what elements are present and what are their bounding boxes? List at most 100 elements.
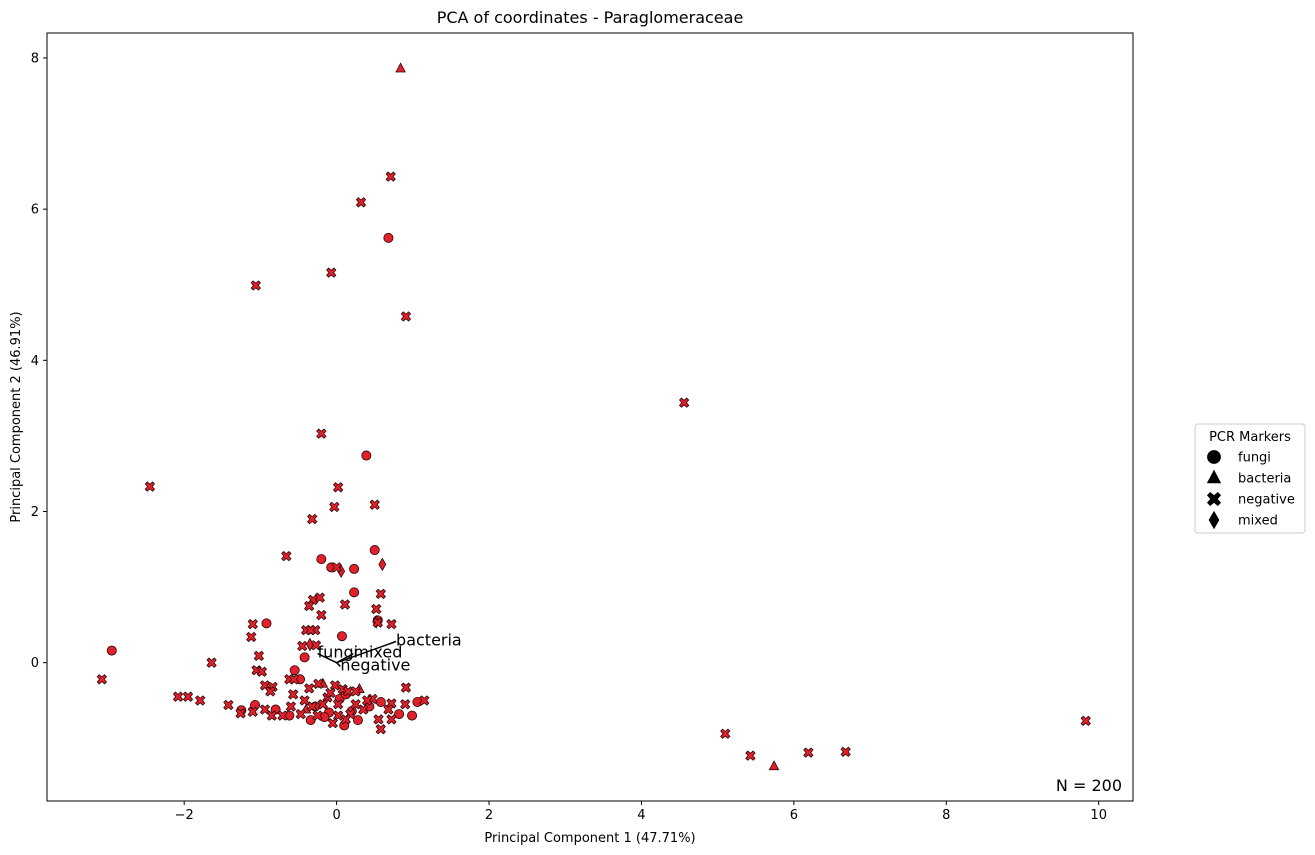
data-point-x xyxy=(246,631,257,643)
data-point-x xyxy=(342,686,354,697)
data-point-x xyxy=(277,710,288,721)
data-point-x xyxy=(745,750,756,761)
data-point-circle xyxy=(316,554,327,565)
data-point-x xyxy=(256,666,268,677)
legend-label-bacteria: bacteria xyxy=(1238,472,1291,487)
data-point-circle xyxy=(352,715,363,726)
data-point-circle xyxy=(349,587,360,598)
chart-title: PCA of coordinates - Paraglomeraceae xyxy=(437,8,744,27)
data-point-circle xyxy=(394,709,405,720)
data-point-x xyxy=(329,501,340,513)
x-tick-label: −2 xyxy=(175,808,194,823)
data-point-x xyxy=(400,682,412,693)
x-tick-label: 0 xyxy=(332,808,340,823)
y-tick-label: 2 xyxy=(31,505,39,520)
data-point-circle xyxy=(289,665,300,676)
data-point-x xyxy=(297,640,308,652)
axes: −2 0 2 4 6 8 10 0 2 4 6 8 xyxy=(31,51,1107,823)
plot-frame xyxy=(46,32,1134,802)
data-point-x xyxy=(371,603,382,615)
data-point-x xyxy=(247,706,258,717)
loading-arrow-negative xyxy=(336,662,341,667)
data-point-x xyxy=(307,513,318,525)
data-point-x xyxy=(332,699,344,710)
data-point-x xyxy=(304,683,315,694)
data-point-x xyxy=(304,600,315,612)
legend-label-negative: negative xyxy=(1238,493,1295,508)
data-point-triangle xyxy=(768,760,780,771)
x-tick-label: 8 xyxy=(942,808,950,823)
data-point-x xyxy=(340,714,351,725)
data-point-circle xyxy=(407,710,418,721)
data-point-circle xyxy=(369,545,380,556)
data-point-x xyxy=(235,708,246,719)
data-point-x xyxy=(195,695,206,706)
data-point-x xyxy=(720,728,731,739)
data-point-x xyxy=(253,650,265,662)
data-point-x xyxy=(678,397,690,408)
data-point-circle xyxy=(383,232,394,243)
data-point-x xyxy=(419,695,430,706)
data-point-x xyxy=(288,689,299,700)
data-point-circle xyxy=(106,645,117,656)
legend-label-mixed: mixed xyxy=(1238,514,1278,529)
legend-label-fungi: fungi xyxy=(1238,451,1271,466)
legend-frame xyxy=(1194,423,1306,534)
data-point-x xyxy=(375,588,386,600)
data-point-x xyxy=(305,625,316,636)
legend-items: fungi bacteria negative mixed xyxy=(1206,450,1295,530)
loading-label-bacteria: bacteria xyxy=(396,631,462,650)
data-point-x xyxy=(385,171,396,182)
y-tick-label: 8 xyxy=(31,51,39,66)
data-point-x xyxy=(265,686,276,697)
data-point-x xyxy=(299,695,310,706)
data-point-circle xyxy=(299,652,310,663)
data-point-x xyxy=(247,618,258,630)
data-point-x xyxy=(355,197,367,208)
data-point-diamond xyxy=(378,557,387,572)
legend-marker-bacteria xyxy=(1206,469,1222,484)
data-point-x xyxy=(400,311,412,322)
legend-marker-fungi xyxy=(1207,450,1221,464)
data-point-x xyxy=(400,699,411,710)
data-point-circle xyxy=(261,618,272,629)
data-point-x xyxy=(332,710,344,721)
data-point-x xyxy=(285,701,297,712)
sample-count-annotation: N = 200 xyxy=(1056,776,1122,795)
data-point-circle xyxy=(361,450,372,461)
x-tick-label: 6 xyxy=(790,808,798,823)
data-point-x xyxy=(350,686,361,697)
data-point-x xyxy=(325,687,336,699)
data-point-x xyxy=(288,674,300,685)
data-point-circle xyxy=(349,563,360,574)
data-point-x xyxy=(317,699,329,710)
legend-marker-mixed xyxy=(1208,510,1220,530)
data-point-x xyxy=(172,691,184,702)
x-axis-label: Principal Component 1 (47.71%) xyxy=(484,831,695,846)
loading-label-mixed: mixed xyxy=(353,643,402,662)
data-point-x xyxy=(358,704,369,715)
data-point-x xyxy=(250,280,261,291)
data-point-x xyxy=(803,747,814,758)
data-point-x xyxy=(369,499,380,510)
y-tick-label: 6 xyxy=(31,203,39,218)
legend: PCR Markers fungi bacteria negative mixed xyxy=(1194,423,1306,534)
data-point-triangle xyxy=(395,62,406,73)
x-tick-label: 10 xyxy=(1090,808,1107,823)
data-point-x xyxy=(327,717,338,729)
loading-label-negative: negative xyxy=(340,655,410,674)
loading-arrow-mixed xyxy=(336,652,354,664)
y-axis-label: Principal Component 2 (46.91%) xyxy=(9,311,24,522)
data-point-x xyxy=(1080,715,1091,727)
data-point-x xyxy=(312,710,323,721)
data-point-x xyxy=(96,674,108,685)
x-tick-label: 4 xyxy=(637,808,645,823)
data-point-x xyxy=(350,699,361,710)
data-point-x xyxy=(372,617,383,628)
data-point-x xyxy=(375,724,386,735)
data-point-x xyxy=(223,699,234,711)
legend-marker-negative xyxy=(1206,491,1222,507)
data-point-circle xyxy=(336,631,347,642)
